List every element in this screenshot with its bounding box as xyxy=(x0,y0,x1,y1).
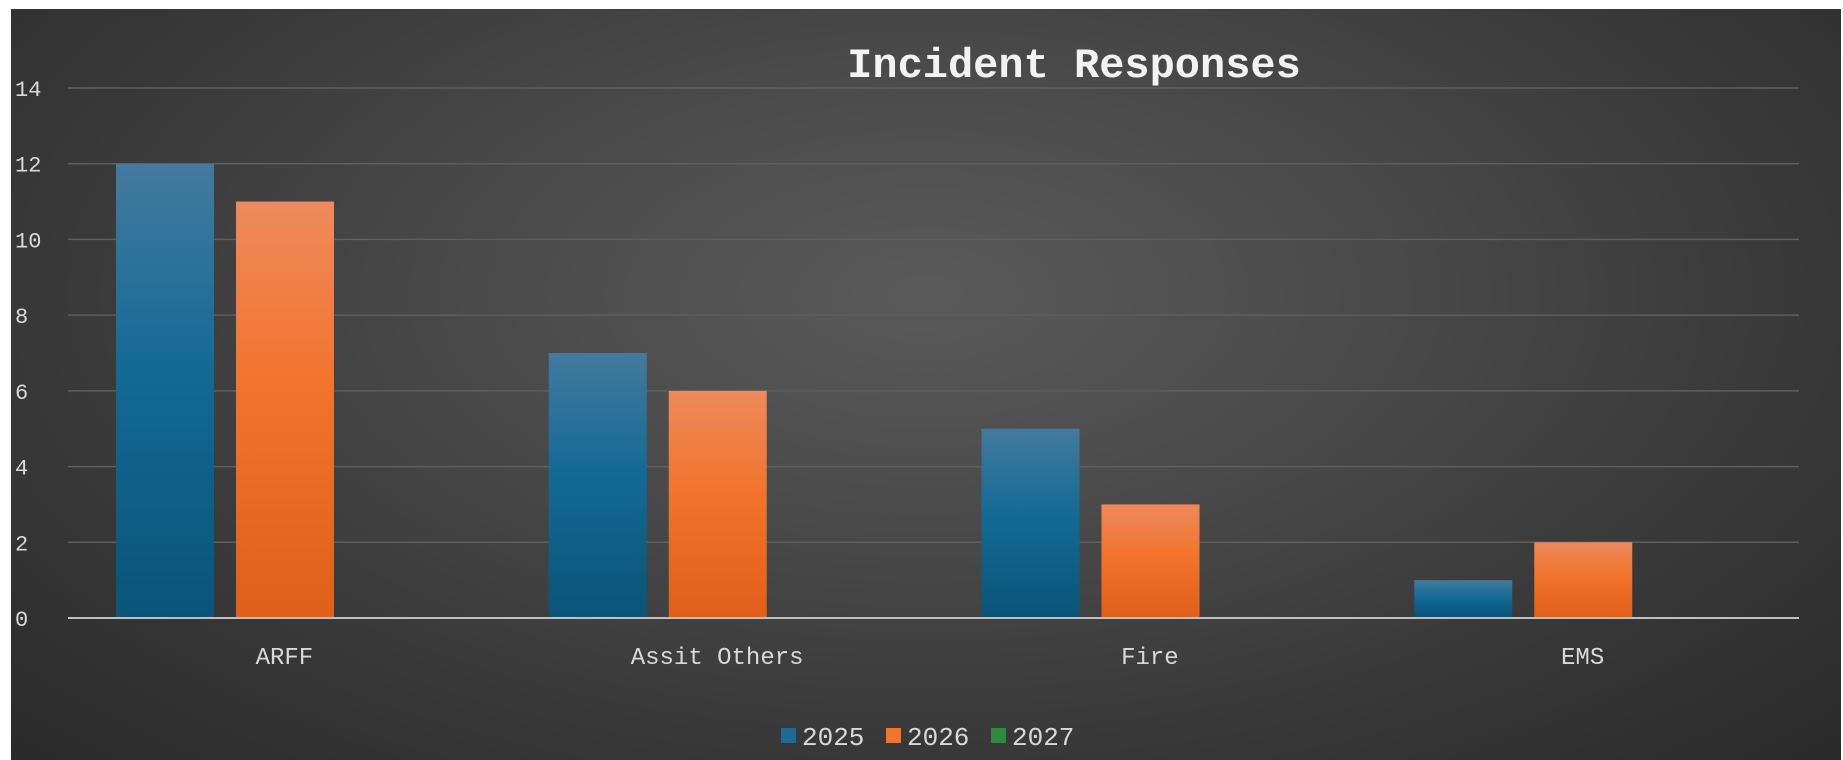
legend-label: 2027 xyxy=(1012,723,1074,753)
legend-swatch xyxy=(886,728,901,743)
legend-label: 2025 xyxy=(802,723,864,753)
y-tick-label: 0 xyxy=(15,608,28,633)
category-labels: ARFF Assit Others Fire EMS xyxy=(256,645,1605,672)
legend: 2025 2026 2027 xyxy=(781,723,1074,753)
x-category-label: ARFF xyxy=(256,645,314,672)
x-category-label: EMS xyxy=(1561,645,1604,672)
bar-2025-arff xyxy=(116,163,214,618)
y-tick-label: 4 xyxy=(15,457,28,482)
chart-title: Incident Responses xyxy=(847,42,1301,90)
bar-2026-ems xyxy=(1534,542,1633,618)
legend-label: 2026 xyxy=(907,723,969,753)
x-category-label: Assit Others xyxy=(631,645,804,672)
bar-chart: Incident Responses 0 2 4 6 8 10 12 14 ARFF Assit… xyxy=(15,42,1799,753)
bar-2025-ems xyxy=(1414,580,1513,618)
y-tick-label: 8 xyxy=(15,305,28,330)
y-tick-label: 6 xyxy=(15,381,28,406)
bar-2026-arff xyxy=(236,201,334,619)
y-tick-label: 10 xyxy=(15,229,41,254)
y-tick-label: 2 xyxy=(15,532,28,557)
y-axis-ticks: 0 2 4 6 8 10 12 14 xyxy=(15,78,41,633)
bar-2025-fire xyxy=(981,428,1080,618)
y-tick-label: 14 xyxy=(15,78,41,103)
bars xyxy=(116,163,1633,619)
gridlines xyxy=(68,87,1799,544)
legend-swatch xyxy=(991,728,1006,743)
bar-2026-assit-others xyxy=(668,390,767,618)
y-tick-label: 12 xyxy=(15,154,41,179)
x-category-label: Fire xyxy=(1121,645,1179,672)
chart-area: Incident Responses 0 2 4 6 8 10 12 14 ARFF Assit… xyxy=(11,9,1841,760)
bar-2025-assit-others xyxy=(548,353,647,618)
bar-2026-fire xyxy=(1101,504,1200,618)
legend-swatch xyxy=(781,728,796,743)
